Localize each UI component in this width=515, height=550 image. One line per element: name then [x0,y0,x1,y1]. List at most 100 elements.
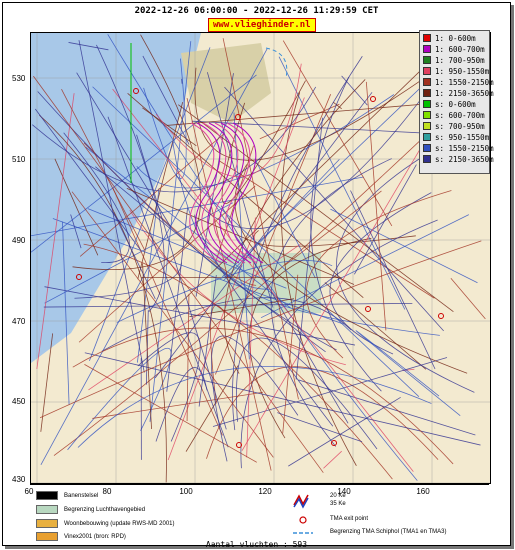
track-line [186,293,190,422]
tma-exit-point [235,114,241,120]
track-line [95,166,326,353]
track-line [298,379,476,436]
track-line [233,112,250,360]
track-line [306,190,452,359]
track-map-canvas [31,33,490,483]
track-line [71,191,274,458]
track-line [36,93,75,369]
key-item: 20 Ke [330,493,346,499]
key-item: Vinex2001 (bron: RPD) [36,532,126,541]
legend-swatch [423,78,431,86]
track-line [39,240,482,419]
track-line [143,58,187,179]
legend-item: s: 700-950m [423,121,485,131]
track-line [194,214,334,427]
track-line [72,327,454,465]
land-area [181,43,271,123]
legend-swatch [423,45,431,53]
track-line [285,190,382,266]
track-line [178,104,454,312]
time-range-title: 2022-12-26 06:00:00 - 2022-12-26 11:29:5… [134,6,379,16]
key-item: 35 Ke [330,501,346,507]
track-line [238,265,440,336]
x-tick: 120 [258,487,272,496]
track-line [310,76,382,392]
track-line [155,63,302,178]
legend-swatch [423,155,431,163]
track-line [282,274,299,434]
x-tick: 160 [416,487,430,496]
x-tick: 80 [102,487,112,496]
track-line [224,79,366,374]
track-line [84,352,481,446]
track-line [31,74,257,253]
track-line [53,87,477,456]
track-line [89,47,211,361]
track-line [142,263,152,430]
exit-point-icon [299,516,307,524]
track-line [116,260,333,323]
track-line [172,41,451,311]
map-key: Banenstelsel Begrenzing Luchthavengebied… [30,484,489,542]
x-tick: 60 [24,487,34,496]
track-line [206,366,439,460]
y-tick: 510 [12,155,26,164]
track-line [166,207,188,392]
y-tick: 490 [12,236,26,245]
tma-exit-point [236,442,242,448]
track-line [43,302,413,308]
key-swatch [36,505,58,514]
legend-item: s: 0-600m [423,99,476,109]
x-tick: 140 [337,487,351,496]
track-map[interactable] [30,32,491,484]
track-line [154,92,373,379]
track-line [32,86,317,193]
key-swatch [36,519,58,528]
track-line [84,364,258,463]
track-line [33,75,324,473]
track-line [198,275,217,407]
site-badge[interactable]: www.vlieghinder.nl [208,18,316,32]
legend-item: s: 2150-3650m [423,154,494,164]
track-line [207,122,240,264]
track-line [107,116,229,448]
tma-exit-point [370,96,376,102]
track-line [83,243,393,480]
y-tick: 450 [12,397,26,406]
legend-item: 1: 0-600m [423,33,476,43]
x-tick: 100 [179,487,193,496]
tma-exit-point [438,313,444,319]
track-line [155,367,208,442]
track-line [67,348,172,451]
track-line [85,146,291,309]
track-line [211,335,299,462]
legend-swatch [423,56,431,64]
track-line [185,365,239,452]
track-line [333,102,342,110]
track-line [219,122,252,264]
key-item: Banenstelsel [36,491,98,500]
track-line [92,391,263,419]
track-line [355,330,461,416]
key-item: Woonbebouwing (update RWS-MD 2001) [36,519,175,528]
track-line [323,450,342,469]
legend-item: 1: 2150-3650m [423,88,494,98]
legend-swatch [423,122,431,130]
track-line [136,94,395,189]
track-line [191,120,433,134]
track-line [68,42,109,51]
track-line [101,297,352,352]
track-line [31,176,364,237]
track-line [142,107,197,147]
track-line [77,366,432,448]
legend-swatch [423,144,431,152]
key-item: Begrenzing TMA Schiphol (TMA1 en TMA3) [330,529,447,535]
track-line [213,122,246,264]
track-line [34,108,141,251]
track-line [74,262,182,299]
altitude-legend: 1: 0-600m 1: 600-700m 1: 700-950m 1: 950… [419,30,494,174]
legend-item: s: 950-1550m [423,132,489,142]
track-line [219,160,435,299]
track-line [54,158,99,256]
